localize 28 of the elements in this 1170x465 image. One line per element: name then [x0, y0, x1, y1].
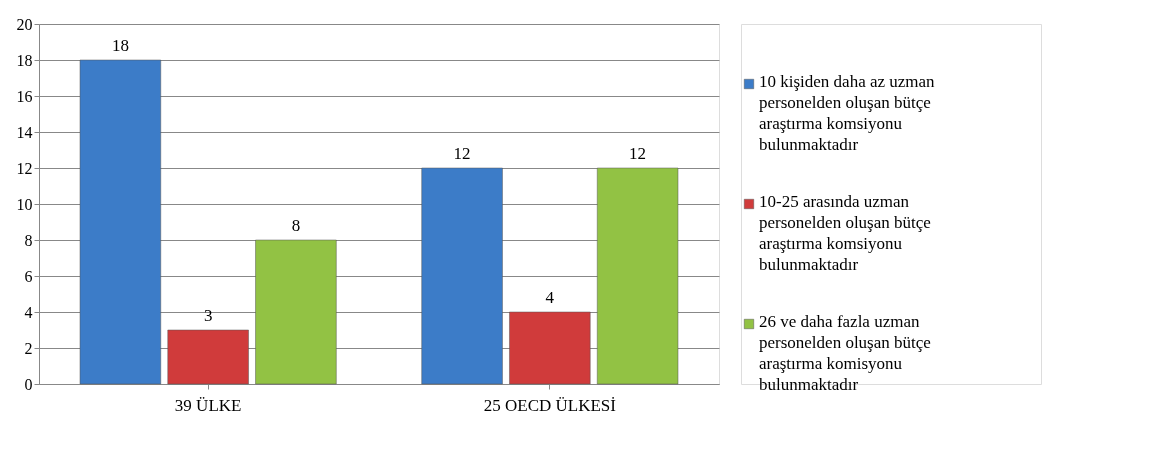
bar — [79, 59, 161, 385]
y-tick-label: 10 — [16, 195, 33, 213]
y-tick-label: 20 — [16, 15, 33, 33]
y-tick-label: 2 — [24, 339, 33, 357]
bar — [421, 167, 503, 385]
legend-label: 10 kişiden daha az uzman personelden oluşan bütçe araştırma komsiyonu bulunmaktadır — [759, 72, 936, 154]
bar — [255, 239, 337, 385]
x-tick-label: 25 OECD ÜLKESİ — [483, 395, 617, 415]
data-label: 8 — [291, 216, 301, 235]
y-tick-label: 16 — [16, 87, 33, 105]
x-tick-label: 39 ÜLKE — [174, 395, 242, 415]
data-label: 4 — [545, 288, 555, 307]
bar — [167, 329, 249, 385]
legend-label: 10-25 arasında uzman personelden oluşan bütçe araştırma komsiyonu bulunmaktadır — [759, 192, 931, 274]
data-label: 12 — [453, 144, 471, 163]
y-tick-label: 12 — [16, 159, 33, 177]
data-label: 18 — [111, 36, 129, 55]
y-tick-label: 6 — [24, 267, 33, 285]
data-label: 12 — [629, 144, 647, 163]
y-tick-label: 8 — [24, 231, 33, 249]
bar — [597, 167, 679, 385]
y-tick-label: 14 — [16, 123, 33, 141]
y-tick-label: 4 — [24, 303, 33, 321]
legend-label: 26 ve daha fazla uzman personelden oluşan bütçe araştırma komisyonu bulunmaktadır — [759, 312, 931, 394]
y-tick-label: 18 — [16, 51, 33, 69]
y-tick-label: 0 — [24, 375, 33, 393]
bar — [509, 311, 591, 385]
data-label: 3 — [203, 306, 213, 325]
